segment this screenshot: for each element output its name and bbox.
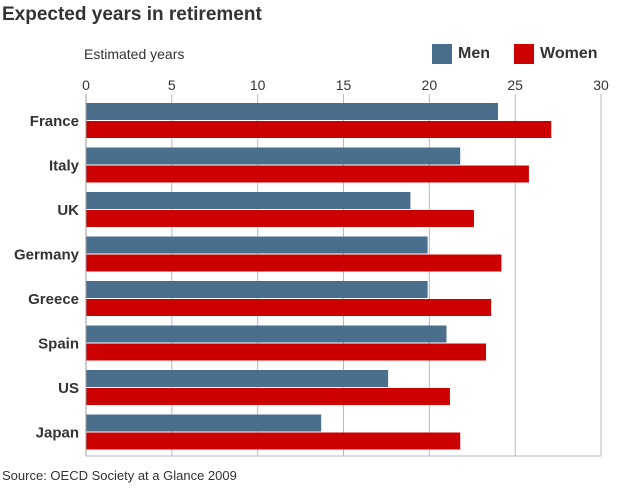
bar-italy-women: [86, 165, 529, 183]
bar-germany-women: [86, 254, 502, 272]
chart-title: Expected years in retirement: [2, 4, 262, 25]
category-label-germany: Germany: [14, 247, 80, 264]
x-tick-label-30: 30: [593, 77, 609, 93]
x-tick-label-0: 0: [82, 77, 90, 93]
bar-france-women: [86, 121, 552, 138]
source-note: Source: OECD Society at a Glance 2009: [2, 468, 237, 483]
legend-swatch-men: [432, 44, 452, 64]
bar-uk-men: [86, 192, 411, 209]
category-label-france: France: [30, 113, 79, 130]
category-label-spain: Spain: [38, 336, 79, 353]
x-tick-label-20: 20: [422, 77, 438, 93]
bar-uk-women: [86, 210, 474, 227]
bar-us-women: [86, 388, 450, 405]
legend-item-men: Men: [432, 43, 490, 65]
bar-italy-men: [86, 147, 461, 165]
legend-label-men: Men: [458, 45, 490, 62]
bar-japan-women: [86, 432, 461, 450]
bar-greece-men: [86, 281, 428, 298]
bar-japan-men: [86, 414, 322, 432]
bar-spain-women: [86, 343, 486, 361]
category-label-japan: Japan: [36, 425, 79, 442]
bar-spain-men: [86, 325, 447, 343]
legend-label-women: Women: [540, 45, 598, 62]
category-label-greece: Greece: [28, 291, 79, 308]
x-tick-label-5: 5: [168, 77, 176, 93]
bar-greece-women: [86, 299, 492, 316]
x-tick-label-15: 15: [336, 77, 352, 93]
bar-france-men: [86, 103, 498, 120]
x-axis-label: Estimated years: [84, 46, 185, 62]
category-label-uk: UK: [57, 202, 79, 219]
category-label-italy: Italy: [49, 158, 80, 175]
legend-swatch-women: [514, 44, 534, 64]
x-tick-label-10: 10: [250, 77, 266, 93]
legend-item-women: Women: [514, 43, 597, 65]
bar-us-men: [86, 370, 389, 387]
bar-germany-men: [86, 236, 428, 254]
category-label-us: US: [58, 380, 79, 397]
x-tick-label-25: 25: [507, 77, 523, 93]
